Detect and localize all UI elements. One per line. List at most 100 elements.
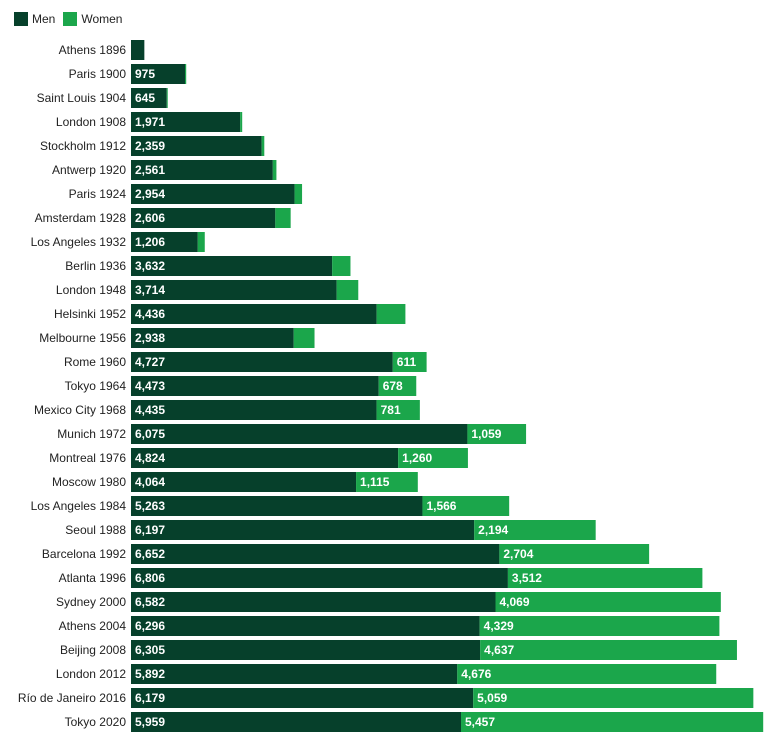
value-label-men: 975: [135, 67, 155, 81]
legend-item-men[interactable]: Men: [14, 12, 55, 26]
value-label-men: 2,954: [135, 187, 165, 201]
value-label-men: 2,606: [135, 211, 165, 225]
bar-men[interactable]: [131, 496, 423, 516]
bar-men[interactable]: [131, 568, 508, 588]
bar-men[interactable]: [131, 40, 145, 60]
value-label-women: 1,059: [471, 427, 501, 441]
bar-men[interactable]: [131, 472, 357, 492]
category-label: Saint Louis 1904: [37, 91, 127, 105]
category-label: Los Angeles 1932: [31, 235, 127, 249]
bar-women[interactable]: [376, 400, 420, 420]
bar-men[interactable]: [131, 112, 241, 132]
value-label-women: 4,637: [484, 643, 514, 657]
bar-men[interactable]: [131, 400, 377, 420]
value-label-men: 6,179: [135, 691, 165, 705]
bar-women[interactable]: [495, 592, 721, 612]
bar-men[interactable]: [131, 88, 167, 108]
bar-men[interactable]: [131, 544, 500, 564]
bar-men[interactable]: [131, 352, 393, 372]
bar-women[interactable]: [184, 64, 187, 84]
legend-label-women: Women: [81, 12, 123, 26]
value-label-men: 3,714: [135, 283, 165, 297]
bar-women[interactable]: [480, 640, 737, 660]
bar-men[interactable]: [131, 304, 377, 324]
bar-women[interactable]: [240, 112, 243, 132]
value-label-women: 2,704: [503, 547, 533, 561]
bar-women[interactable]: [378, 376, 417, 396]
value-label-men: 4,824: [135, 451, 165, 465]
bar-women[interactable]: [507, 568, 703, 588]
category-label: Barcelona 1992: [42, 547, 126, 561]
bar-women[interactable]: [422, 496, 510, 516]
bar-men[interactable]: [131, 448, 399, 468]
bar-women[interactable]: [336, 280, 359, 300]
bar-women[interactable]: [197, 232, 205, 252]
value-label-men: 6,075: [135, 427, 165, 441]
bar-women[interactable]: [166, 88, 168, 108]
bar-women[interactable]: [294, 184, 303, 204]
value-label-women: 5,457: [465, 715, 495, 729]
value-label-men: 645: [135, 91, 155, 105]
value-label-women: 4,676: [461, 667, 491, 681]
bar-women[interactable]: [272, 160, 277, 180]
legend-label-men: Men: [32, 12, 56, 26]
category-label: Stockholm 1912: [40, 139, 126, 153]
category-label: Helsinki 1952: [54, 307, 126, 321]
bar-men[interactable]: [131, 256, 333, 276]
value-label-men: 4,473: [135, 379, 165, 393]
category-label: Los Angeles 1984: [31, 499, 127, 513]
category-label: Atlanta 1996: [59, 571, 127, 585]
legend-item-women[interactable]: Women: [63, 12, 122, 26]
bar-men[interactable]: [131, 688, 474, 708]
bar-men[interactable]: [131, 616, 480, 636]
value-label-men: 1,971: [135, 115, 165, 129]
bar-women[interactable]: [356, 472, 418, 492]
category-label: London 1908: [56, 115, 126, 129]
category-label: Athens 1896: [59, 43, 127, 57]
bar-women[interactable]: [376, 304, 406, 324]
bar-women[interactable]: [461, 712, 764, 732]
bar-men[interactable]: [131, 208, 276, 228]
bar-men[interactable]: [131, 592, 496, 612]
value-label-women: 3,512: [512, 571, 542, 585]
bar-women[interactable]: [499, 544, 650, 564]
category-label: Paris 1924: [69, 187, 127, 201]
bar-women[interactable]: [479, 616, 720, 636]
bar-women[interactable]: [398, 448, 468, 468]
bar-women[interactable]: [261, 136, 265, 156]
category-label: London 2012: [56, 667, 126, 681]
bar-men[interactable]: [131, 136, 262, 156]
category-label: London 1948: [56, 283, 126, 297]
bar-men[interactable]: [131, 664, 458, 684]
bar-men[interactable]: [131, 328, 294, 348]
bar-men[interactable]: [131, 640, 481, 660]
bar-women[interactable]: [275, 208, 291, 228]
bar-women[interactable]: [474, 520, 596, 540]
value-label-men: 4,064: [135, 475, 165, 489]
category-label: Rome 1960: [64, 355, 126, 369]
bar-men[interactable]: [131, 64, 185, 84]
value-label-women: 611: [397, 355, 417, 369]
value-label-women: 5,059: [477, 691, 507, 705]
bar-men[interactable]: [131, 232, 198, 252]
bar-women[interactable]: [392, 352, 427, 372]
category-label: Melbourne 1956: [39, 331, 126, 345]
bar-men[interactable]: [131, 160, 273, 180]
bar-women[interactable]: [473, 688, 754, 708]
value-label-men: 5,263: [135, 499, 165, 513]
bar-men[interactable]: [131, 520, 475, 540]
legend: Men Women: [14, 12, 130, 26]
bar-women[interactable]: [467, 424, 527, 444]
bar-women[interactable]: [457, 664, 717, 684]
bar-men[interactable]: [131, 184, 295, 204]
category-label: Mexico City 1968: [34, 403, 126, 417]
bar-women[interactable]: [332, 256, 351, 276]
bar-women[interactable]: [293, 328, 315, 348]
bar-men[interactable]: [131, 712, 461, 732]
bar-men[interactable]: [131, 376, 379, 396]
bar-men[interactable]: [131, 424, 468, 444]
value-label-men: 6,296: [135, 619, 165, 633]
value-label-men: 3,632: [135, 259, 165, 273]
bar-men[interactable]: [131, 280, 337, 300]
